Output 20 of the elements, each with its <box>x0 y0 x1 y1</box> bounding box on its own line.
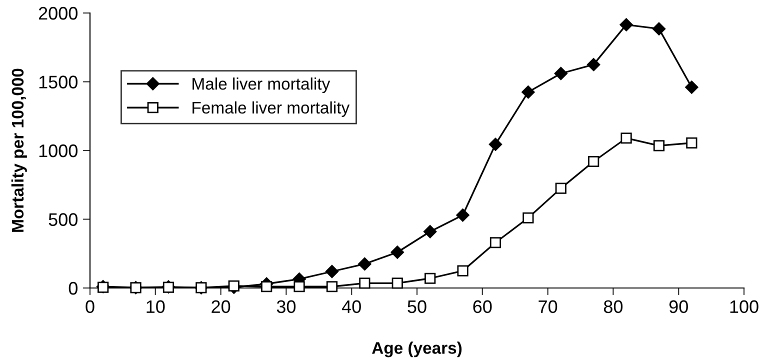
x-axis-title: Age (years) <box>372 342 462 358</box>
x-tick-label: 0 <box>86 300 94 314</box>
x-tick-label: 20 <box>212 300 230 314</box>
x-tick-label: 90 <box>669 300 688 314</box>
y-tick-label: 2000 <box>38 6 78 20</box>
legend-label: Female liver mortality <box>192 101 350 117</box>
x-tick-label: 40 <box>342 300 361 314</box>
x-tick-label: 50 <box>408 300 426 314</box>
x-tick-label: 30 <box>276 300 296 314</box>
x-tick-label: 100 <box>730 300 758 314</box>
x-tick-label: 60 <box>473 300 492 314</box>
x-tick-label: 80 <box>604 300 623 314</box>
y-axis-title: Mortality per 100,000 <box>11 68 27 232</box>
y-tick-label: 500 <box>48 213 78 226</box>
legend-label: Male liver mortality <box>192 78 330 94</box>
x-tick-label: 10 <box>146 300 165 314</box>
y-tick-label: 1500 <box>39 76 78 88</box>
y-tick-label: 0 <box>68 282 78 295</box>
x-tick-label: 70 <box>538 300 558 314</box>
y-tick-label: 1000 <box>39 144 78 158</box>
